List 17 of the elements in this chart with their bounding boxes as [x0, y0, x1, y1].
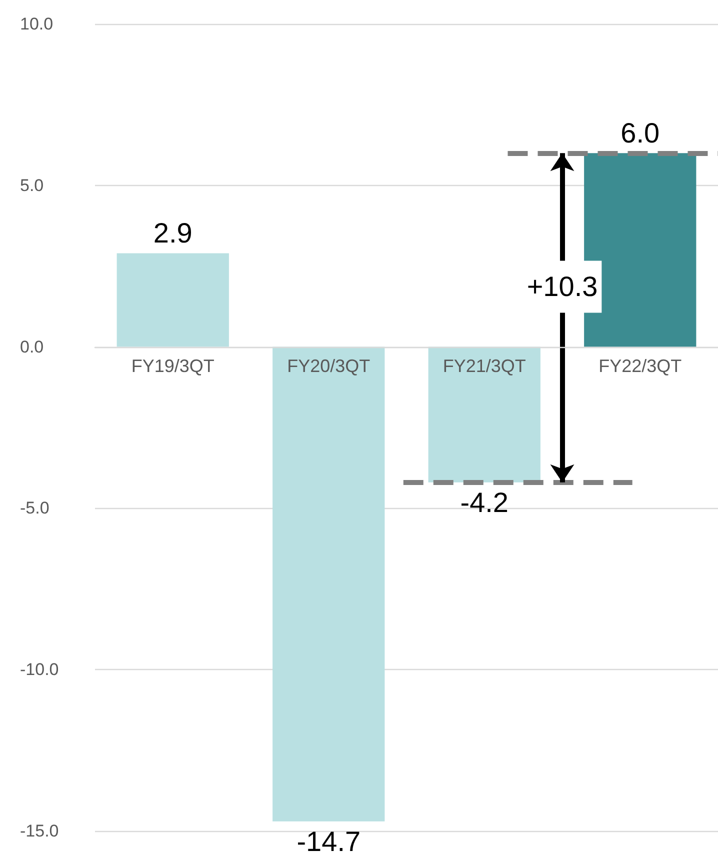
y-tick-label: 0.0	[20, 337, 44, 356]
y-tick-label: -10.0	[20, 660, 59, 680]
bar	[272, 346, 385, 822]
y-tick-label: -15.0	[20, 822, 59, 840]
data-label: -14.7	[296, 826, 361, 857]
y-tick-label: 10.0	[20, 14, 54, 34]
x-tick-label: FY22/3QT	[598, 356, 682, 376]
data-label: -4.2	[460, 486, 508, 518]
annotation: +10.3	[526, 271, 598, 302]
y-tick-label: 5.0	[20, 176, 44, 195]
data-label: 2.9	[153, 218, 192, 249]
x-tick-label: FY19/3QT	[131, 356, 214, 376]
data-label: 6.0	[620, 118, 660, 149]
x-tick-label: FY20/3QT	[287, 356, 370, 376]
bar	[116, 253, 229, 347]
x-tick-label: FY21/3QT	[442, 356, 526, 376]
y-tick-label: -5.0	[20, 498, 50, 518]
